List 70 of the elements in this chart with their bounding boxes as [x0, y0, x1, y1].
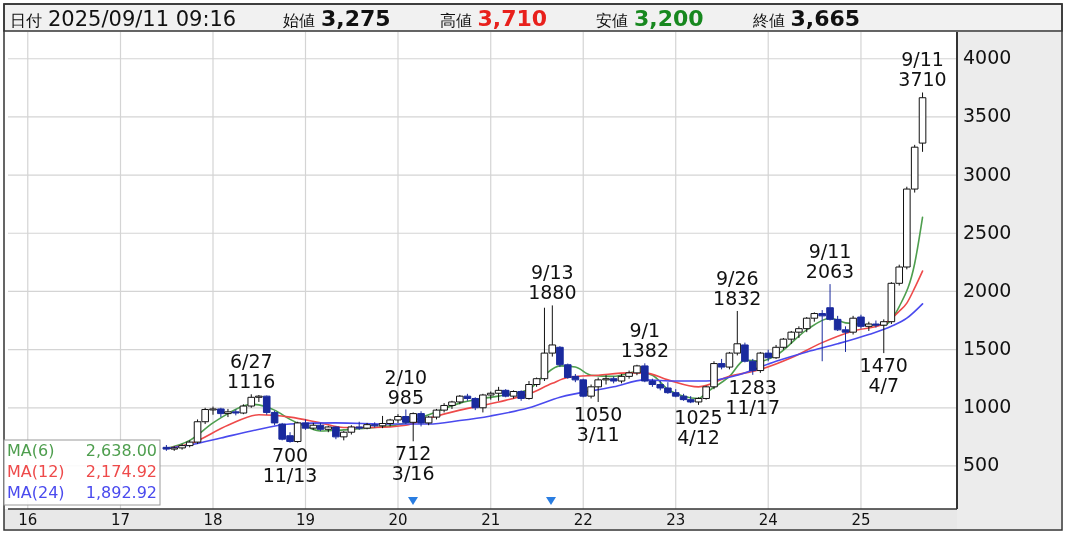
- candlestick: [324, 425, 333, 433]
- candlestick: [370, 421, 379, 429]
- x-tick-label: 25: [851, 510, 871, 529]
- candlestick: [717, 358, 726, 370]
- x-tick-label: 18: [203, 510, 223, 529]
- y-tick-label: 500: [963, 453, 1000, 476]
- x-tick-label: 23: [666, 510, 686, 529]
- candlestick: [865, 321, 873, 332]
- y-tick-label: 2000: [963, 278, 1012, 301]
- text: MA(12): [7, 462, 65, 481]
- candlestick: [857, 314, 865, 330]
- x-tick-label: 21: [481, 510, 501, 529]
- candlestick: [849, 315, 857, 335]
- candlestick: [332, 425, 340, 440]
- text: 高値 3,710: [439, 6, 548, 31]
- x-tick-label: 17: [110, 510, 131, 529]
- candlestick: [309, 422, 318, 431]
- annotation: 1025 4/12: [674, 405, 723, 448]
- x-tick-label: 19: [295, 510, 316, 529]
- candlestick: [501, 388, 510, 398]
- candlestick: [417, 410, 425, 427]
- x-tick-label: 16: [18, 510, 38, 529]
- candlestick: [402, 409, 410, 425]
- annotation: 1050 3/11: [574, 402, 623, 445]
- chart-title: 日付 2025/09/11 09:16: [10, 7, 237, 31]
- y-tick-label: 3500: [963, 104, 1012, 127]
- annotation: 9/26 1832: [713, 266, 762, 309]
- x-tick-label: 20: [388, 510, 408, 529]
- y-tick-label: 3000: [963, 162, 1012, 185]
- candlestick: [217, 407, 225, 418]
- text: 終値 3,665: [751, 6, 861, 31]
- candlestick: [224, 408, 232, 418]
- annotation: 9/1 1382: [620, 319, 669, 362]
- y-tick-label: 2500: [963, 220, 1012, 243]
- y-tick-label: 1500: [963, 337, 1012, 360]
- candlestick: [162, 444, 171, 452]
- x-tick-label: 22: [573, 510, 593, 529]
- text: MA(24): [7, 483, 65, 502]
- candlestick: [872, 320, 880, 329]
- text: MA(6): [7, 441, 55, 460]
- candlestick: [232, 409, 240, 416]
- candlestick: [363, 422, 371, 430]
- annotation: 2/10 985: [384, 365, 428, 408]
- text: 始値 3,275: [283, 6, 391, 31]
- candlestick: [509, 389, 518, 399]
- candlestick: [918, 92, 927, 153]
- candlestick: [316, 422, 325, 432]
- candlestick: [293, 421, 302, 444]
- candlestick: [756, 351, 765, 374]
- annotation: 700 11/13: [262, 443, 318, 486]
- text: 安値 3,200: [596, 6, 704, 31]
- candlestick: [409, 411, 417, 442]
- candlestick: [301, 418, 310, 431]
- annotation: 2,174.92: [85, 462, 157, 481]
- y-tick-label: 4000: [963, 46, 1012, 69]
- candlestick: [517, 389, 525, 402]
- y-tick-label: 1000: [963, 395, 1012, 418]
- annotation: 6/27 1116: [227, 350, 276, 393]
- candlestick: [609, 375, 618, 384]
- annotation: 1283 11/17: [725, 375, 781, 418]
- annotation: 2,638.00: [85, 441, 157, 460]
- candlestick: [764, 349, 773, 362]
- annotation: 9/11 3710: [898, 48, 947, 91]
- annotation: 712 3/16: [391, 442, 435, 485]
- annotation: 1,892.92: [85, 483, 157, 502]
- annotation: 1470 4/7: [859, 354, 908, 397]
- x-tick-label: 24: [758, 510, 778, 529]
- annotation: 9/11 2063: [805, 240, 855, 283]
- candlestick: [355, 421, 364, 431]
- annotation: 9/13 1880: [528, 261, 577, 304]
